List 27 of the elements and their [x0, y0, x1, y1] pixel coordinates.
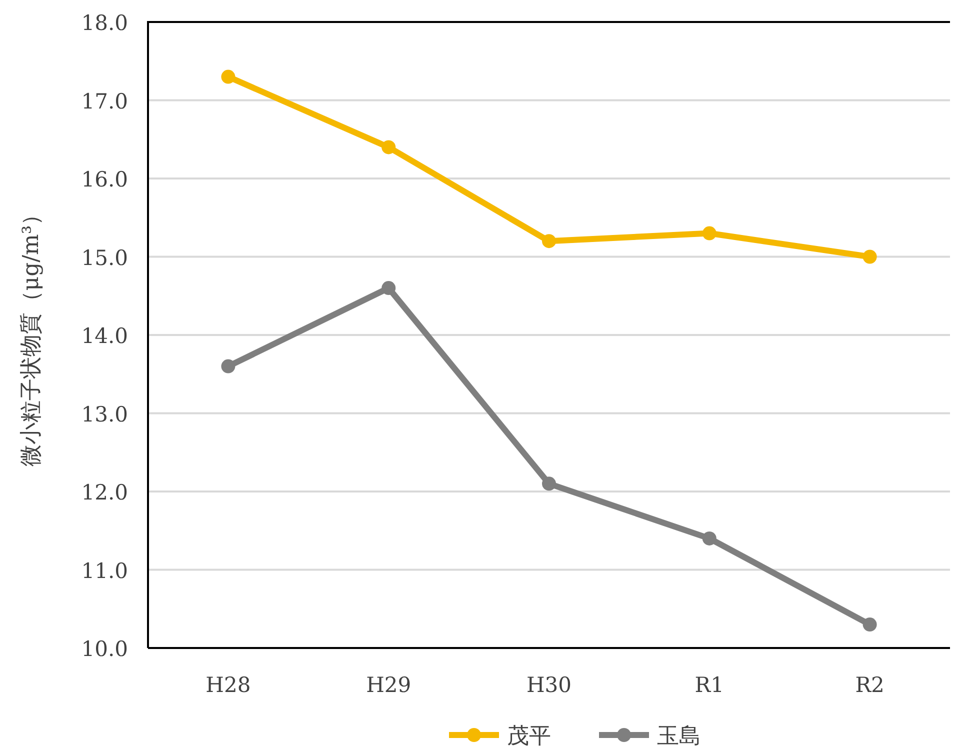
y-tick-label: 15.0 — [81, 246, 128, 270]
y-tick-label: 10.0 — [81, 637, 128, 661]
point — [862, 250, 877, 264]
point — [542, 476, 556, 491]
y-tick-label: 14.0 — [81, 324, 128, 348]
point — [702, 226, 716, 240]
point — [862, 618, 877, 632]
x-tick-label: R1 — [694, 673, 724, 697]
point — [382, 140, 396, 154]
x-tick-label: R2 — [855, 673, 884, 697]
legend-label: 茂平 — [507, 724, 551, 749]
y-tick-label: 12.0 — [81, 480, 128, 504]
point — [702, 531, 716, 546]
x-tick-label: H28 — [206, 673, 251, 697]
y-tick-label: 13.0 — [81, 402, 128, 426]
x-tick-label: H30 — [526, 673, 572, 697]
y-axis-title: 微小粒子状物質（μg/m³） — [19, 203, 44, 467]
point — [382, 281, 396, 296]
point — [221, 359, 236, 374]
y-tick-label: 17.0 — [81, 89, 128, 114]
y-tick-label: 18.0 — [81, 11, 128, 35]
y-tick-label: 16.0 — [81, 168, 128, 192]
legend-label: 玉島 — [657, 724, 701, 749]
point — [542, 234, 556, 248]
y-tick-label: 11.0 — [81, 558, 128, 583]
point — [221, 70, 236, 84]
x-tick-label: H29 — [366, 673, 412, 697]
